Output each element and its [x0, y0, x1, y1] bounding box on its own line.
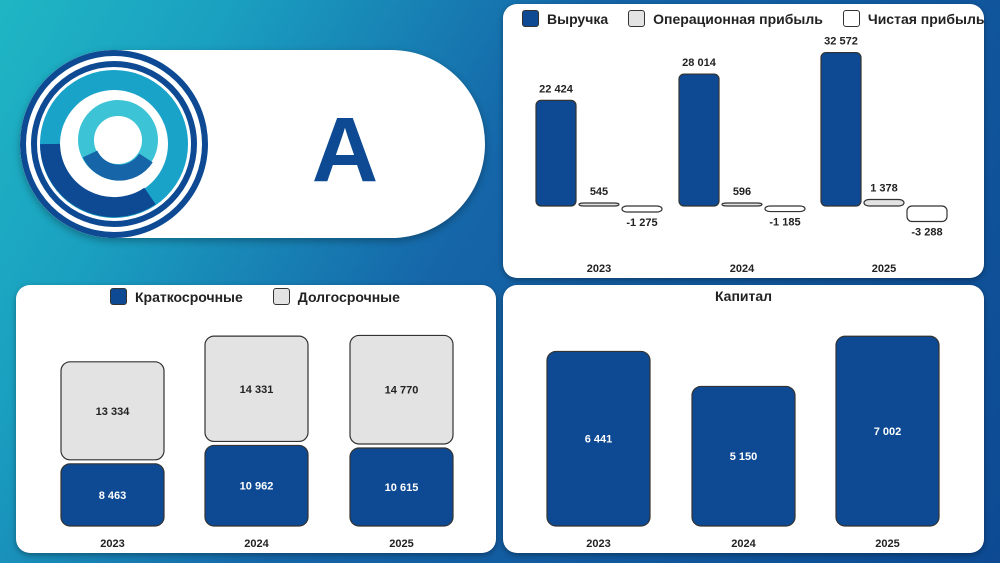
data-label-capital-2024: 5 150: [730, 451, 758, 463]
bar-Краткосрочные-2025: [349, 447, 454, 527]
legend-swatch-net-profit: [842, 10, 860, 27]
legend-label-revenue: Выручка: [547, 10, 609, 27]
data-label-Выручка-2025: 32 572: [824, 36, 858, 48]
data-label-capital-2023: 6 441: [585, 434, 613, 446]
data-label-Чистая прибыль-2024: -1 185: [769, 217, 800, 229]
legend-swatch-operating-profit: [628, 10, 646, 27]
data-label-Чистая прибыль-2023: -1 275: [626, 217, 657, 229]
liabilities-stacked-bar-chart: 8 463 13 334 2023 10 962 14 331 2024 10 615 14 …: [60, 334, 454, 550]
bar-Краткосрочные-2024: [204, 444, 309, 527]
x-tick-label-2025: 2025: [872, 263, 896, 275]
brand-banner: [20, 50, 485, 238]
data-label-Выручка-2024: 28 014: [682, 57, 717, 69]
bar-capital-2023: [546, 350, 651, 527]
bar-Выручка-2024: [678, 73, 720, 207]
bar-Чистая прибыль-2024: [764, 205, 806, 213]
data-label-Операционная прибыль-2024: 596: [733, 186, 751, 198]
data-label-capital-2025: 7 002: [874, 426, 902, 438]
x-tick-label-2024: 2024: [730, 263, 755, 275]
legend-label-operating-profit: Операционная прибыль: [653, 10, 823, 27]
bar-Выручка-2023: [535, 99, 577, 207]
bar-Операционная прибыль-2025: [863, 198, 905, 207]
bar-Долгосрочные-2023: [60, 361, 165, 461]
bar-Краткосрочные-2023: [60, 463, 165, 527]
bar-Чистая прибыль-2023: [621, 205, 663, 213]
brand-letter: A: [311, 99, 379, 201]
bar-capital-2024: [691, 385, 796, 527]
data-label-Краткосрочные-2023: 8 463: [99, 490, 127, 502]
x-tick-label-2025: 2025: [389, 538, 413, 550]
profit-bar-chart: 22 424 545 -1 275 2023 28 014 596 -1 185 2024 32…: [535, 36, 948, 275]
x-tick-label-2023: 2023: [587, 263, 611, 275]
concentric-rings-logo-icon: [20, 50, 208, 238]
data-label-Краткосрочные-2025: 10 615: [385, 482, 419, 494]
data-label-Краткосрочные-2024: 10 962: [240, 481, 274, 493]
profit-chart-panel: [503, 4, 984, 278]
bar-Операционная прибыль-2024: [721, 202, 763, 207]
x-tick-label-2023: 2023: [100, 538, 124, 550]
x-tick-label-2024: 2024: [244, 538, 269, 550]
profit-legend: Выручка Операционная прибыль Чистая приб…: [522, 10, 985, 27]
bar-Долгосрочные-2024: [204, 335, 309, 443]
data-label-Долгосрочные-2024: 14 331: [240, 384, 274, 396]
data-label-Операционная прибыль-2025: 1 378: [870, 183, 898, 195]
data-label-Долгосрочные-2025: 14 770: [385, 385, 419, 397]
bar-Долгосрочные-2025: [349, 334, 454, 445]
capital-chart-title: Капитал: [714, 288, 773, 304]
data-label-Выручка-2023: 22 424: [539, 83, 574, 95]
x-tick-label-2025: 2025: [875, 538, 899, 550]
bar-Чистая прибыль-2025: [906, 205, 948, 223]
legend-swatch-long-term: [272, 288, 290, 305]
x-tick-label-2024: 2024: [731, 538, 756, 550]
bar-Операционная прибыль-2023: [578, 202, 620, 207]
data-label-Операционная прибыль-2023: 545: [590, 186, 608, 198]
legend-label-long-term: Долгосрочные: [297, 288, 400, 305]
legend-swatch-revenue: [522, 10, 539, 27]
legend-label-short-term: Краткосрочные: [135, 288, 243, 305]
bar-Выручка-2025: [820, 51, 862, 207]
data-label-Долгосрочные-2023: 13 334: [96, 406, 131, 418]
legend-label-net-profit: Чистая прибыль: [867, 10, 985, 27]
capital-bar-chart: 6 441 2023 5 150 2024 7 002 2025: [546, 335, 940, 550]
liabilities-legend: Краткосрочные Долгосрочные: [110, 288, 400, 305]
legend-swatch-short-term: [110, 288, 127, 305]
data-label-Чистая прибыль-2025: -3 288: [911, 226, 942, 238]
x-tick-label-2023: 2023: [586, 538, 610, 550]
bar-capital-2025: [835, 335, 940, 527]
